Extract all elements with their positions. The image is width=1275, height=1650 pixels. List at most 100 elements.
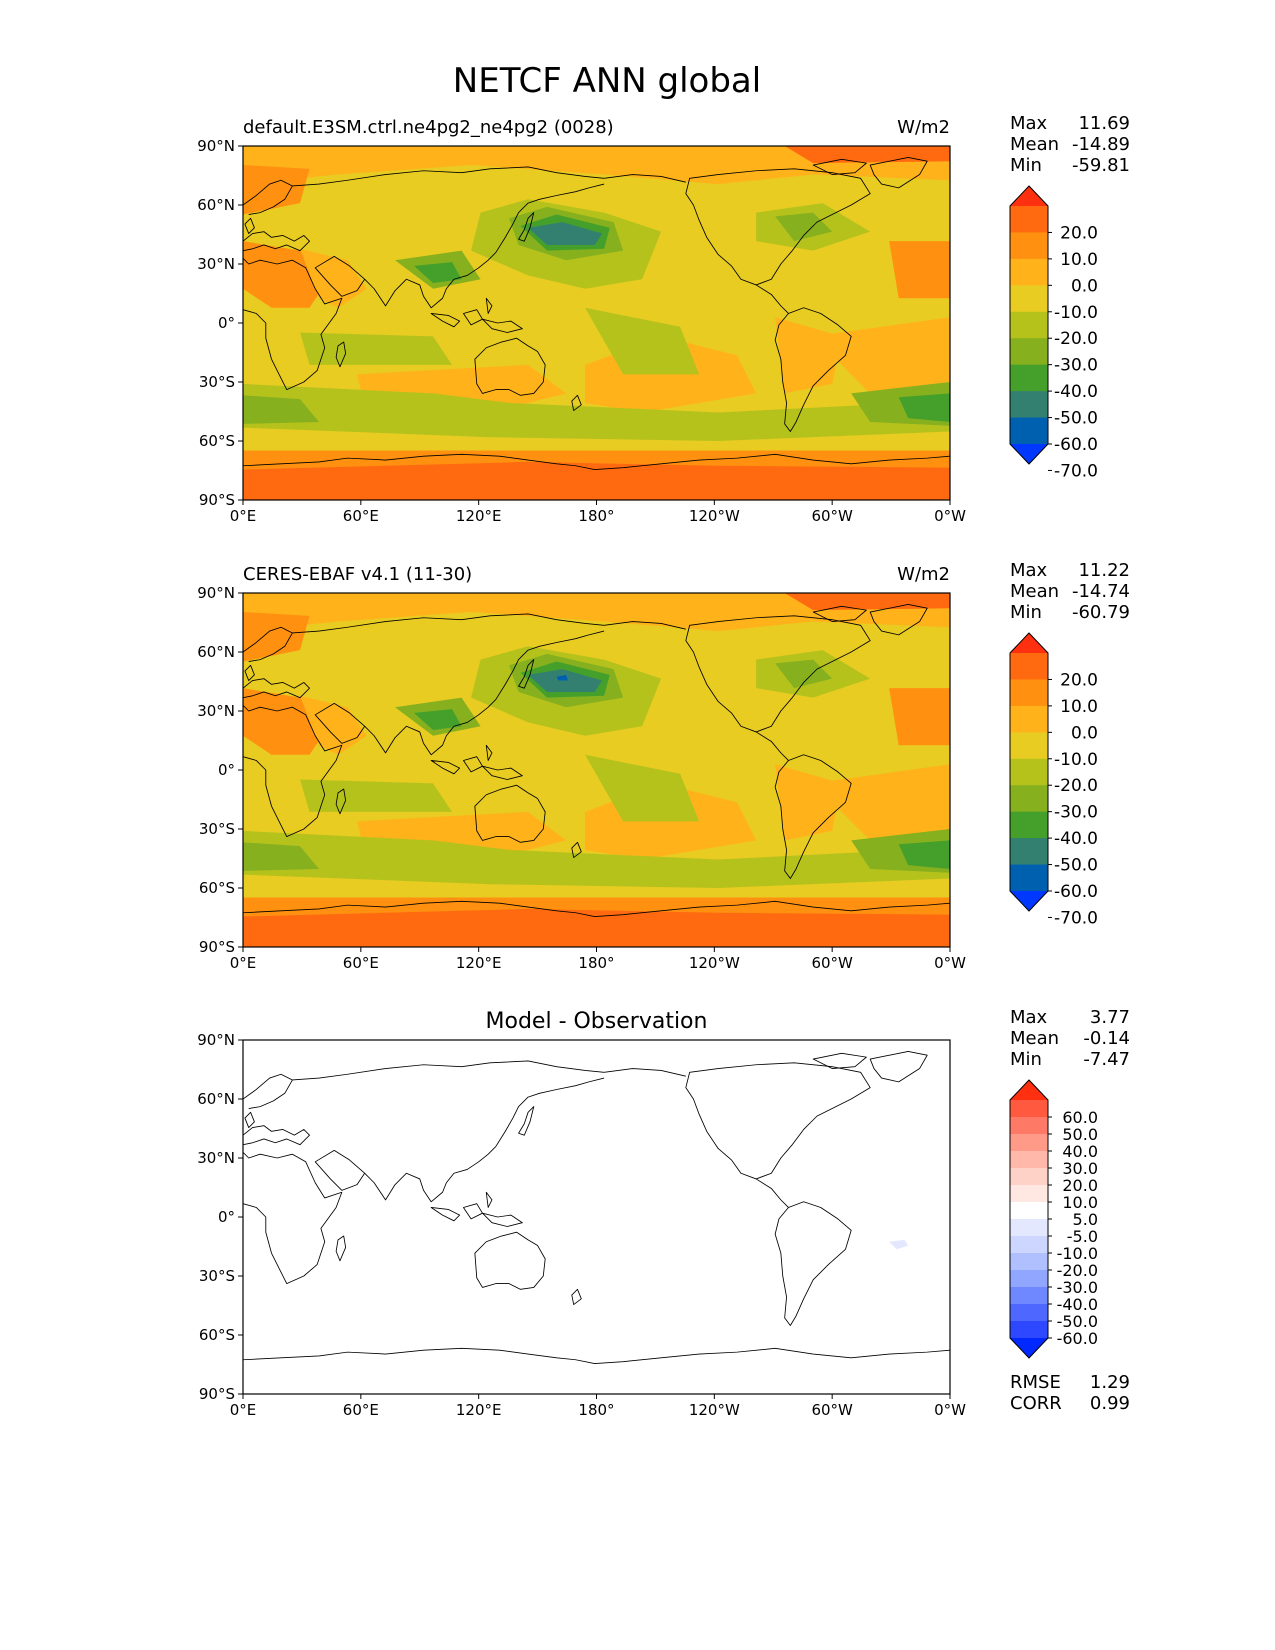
colorbar-segment bbox=[1010, 705, 1048, 733]
lat-tick-label: 90°S bbox=[199, 938, 235, 956]
lon-tick-label: 0°W bbox=[934, 1401, 966, 1419]
field-contour-23 bbox=[898, 393, 950, 422]
lat-tick-label: 60°S bbox=[199, 1326, 235, 1344]
colorbar-label: -60.0 bbox=[1054, 882, 1098, 902]
colorbar-label: -40.0 bbox=[1054, 829, 1098, 849]
field-contour-23 bbox=[898, 840, 950, 869]
colorbar-extend-bottom bbox=[1010, 1338, 1048, 1358]
lat-tick-label: 90°N bbox=[197, 584, 235, 602]
map-field bbox=[243, 593, 950, 948]
colorbar-segment bbox=[1010, 1185, 1048, 1203]
lon-tick-label: 60°W bbox=[811, 507, 853, 525]
lat-tick-label: 30°S bbox=[199, 373, 235, 391]
colorbar-label: 20.0 bbox=[1060, 223, 1098, 243]
colorbar-segment bbox=[1010, 258, 1048, 286]
lon-tick-label: 180° bbox=[578, 954, 614, 972]
lon-tick-label: 180° bbox=[578, 507, 614, 525]
field-contour-3 bbox=[784, 593, 950, 611]
stat-value: -0.14 bbox=[1083, 1028, 1130, 1049]
field-contour-1 bbox=[243, 908, 950, 948]
colorbar-label: -20.0 bbox=[1054, 329, 1098, 349]
field-contour-26 bbox=[556, 674, 568, 681]
stat-label: Max bbox=[1010, 560, 1048, 581]
colorbar-segment bbox=[1010, 679, 1048, 707]
stat-label: Mean bbox=[1010, 1028, 1059, 1049]
extra-stat-label: RMSE bbox=[1010, 1372, 1061, 1393]
colorbar-label: -60.0 bbox=[1057, 1329, 1098, 1348]
panel-difference: Model - Observation 90°N 60°N 30°N 0° 30°S 60°… bbox=[197, 1007, 1130, 1419]
colorbar-label: 10.0 bbox=[1060, 250, 1098, 270]
colorbar-label: 50.0 bbox=[1062, 1125, 1098, 1144]
colorbar-label: -10.0 bbox=[1054, 303, 1098, 323]
stat-label: Min bbox=[1010, 155, 1042, 176]
colorbar-label: 10.0 bbox=[1060, 697, 1098, 717]
colorbar-extend-top bbox=[1010, 1080, 1048, 1100]
colorbar-segment bbox=[1010, 1219, 1048, 1237]
colorbar-label: 40.0 bbox=[1062, 1142, 1098, 1161]
lon-tick-label: 60°E bbox=[343, 954, 379, 972]
panel-left-title: CERES-EBAF v4.1 (11-30) bbox=[243, 564, 472, 585]
colorbar-segment bbox=[1010, 785, 1048, 813]
field-base bbox=[243, 1040, 950, 1394]
colorbar-segment bbox=[1010, 811, 1048, 839]
stat-value: 11.22 bbox=[1078, 560, 1130, 581]
field-contour-25 bbox=[585, 307, 700, 375]
lat-tick-label: 90°N bbox=[197, 1031, 235, 1049]
field-contour-25 bbox=[585, 754, 700, 822]
colorbar-label: -40.0 bbox=[1054, 382, 1098, 402]
colorbar-label: -10.0 bbox=[1057, 1244, 1098, 1263]
stat-value: 3.77 bbox=[1090, 1007, 1130, 1028]
colorbar-segment bbox=[1010, 1253, 1048, 1271]
colorbar-extend-bottom bbox=[1010, 444, 1048, 464]
colorbar-label: 5.0 bbox=[1073, 1210, 1098, 1229]
colorbar-label: -70.0 bbox=[1054, 461, 1098, 481]
colorbar-label: -5.0 bbox=[1067, 1227, 1098, 1246]
field-contour-4 bbox=[243, 612, 310, 662]
panel-units: W/m2 bbox=[897, 564, 950, 585]
stat-label: Mean bbox=[1010, 134, 1059, 155]
lon-tick-label: 0°W bbox=[934, 507, 966, 525]
stat-label: Min bbox=[1010, 1049, 1042, 1070]
lat-tick-label: 30°S bbox=[199, 820, 235, 838]
stat-value: 11.69 bbox=[1078, 113, 1130, 134]
colorbar-segment bbox=[1010, 1202, 1048, 1220]
lat-tick-label: 30°N bbox=[197, 255, 235, 273]
lat-tick-label: 60°N bbox=[197, 1090, 235, 1108]
colorbar-segment bbox=[1010, 338, 1048, 366]
colorbar-segment bbox=[1010, 391, 1048, 419]
field-contour-17 bbox=[414, 709, 462, 731]
colorbar-label: 20.0 bbox=[1060, 670, 1098, 690]
stat-label: Min bbox=[1010, 602, 1042, 623]
field-contour-9 bbox=[813, 764, 950, 841]
field-contour-17 bbox=[414, 262, 462, 284]
lat-tick-label: 0° bbox=[218, 1208, 235, 1226]
lon-tick-label: 180° bbox=[578, 1401, 614, 1419]
colorbar-segment bbox=[1010, 232, 1048, 260]
colorbar-label: -40.0 bbox=[1057, 1295, 1098, 1314]
lon-tick-label: 120°W bbox=[689, 1401, 740, 1419]
field-contour-15 bbox=[528, 669, 603, 692]
lat-tick-label: 0° bbox=[218, 314, 235, 332]
colorbar-label: -60.0 bbox=[1054, 435, 1098, 455]
lon-tick-label: 0°W bbox=[934, 954, 966, 972]
colorbar-segment bbox=[1010, 758, 1048, 786]
colorbar-label: -20.0 bbox=[1057, 1261, 1098, 1280]
field-contour-21 bbox=[243, 842, 320, 871]
colorbar-segment bbox=[1010, 864, 1048, 892]
field-contour-2 bbox=[243, 593, 950, 632]
colorbar-extend-top bbox=[1010, 633, 1048, 653]
colorbar-label: 60.0 bbox=[1062, 1108, 1098, 1127]
stat-value: -7.47 bbox=[1083, 1049, 1130, 1070]
figure-title: NETCF ANN global bbox=[453, 61, 761, 101]
colorbar-label: 20.0 bbox=[1062, 1176, 1098, 1195]
colorbar-segment bbox=[1010, 1100, 1048, 1118]
colorbar-extend-top bbox=[1010, 186, 1048, 206]
colorbar-label: -30.0 bbox=[1054, 803, 1098, 823]
colorbar-segment bbox=[1010, 1168, 1048, 1186]
colorbar-label: -50.0 bbox=[1057, 1312, 1098, 1331]
colorbar-segment bbox=[1010, 1321, 1048, 1339]
colorbar-label: -30.0 bbox=[1057, 1278, 1098, 1297]
lat-tick-label: 60°S bbox=[199, 879, 235, 897]
panel-model: default.E3SM.ctrl.ne4pg2_ne4pg2 (0028) W/… bbox=[197, 113, 1130, 525]
